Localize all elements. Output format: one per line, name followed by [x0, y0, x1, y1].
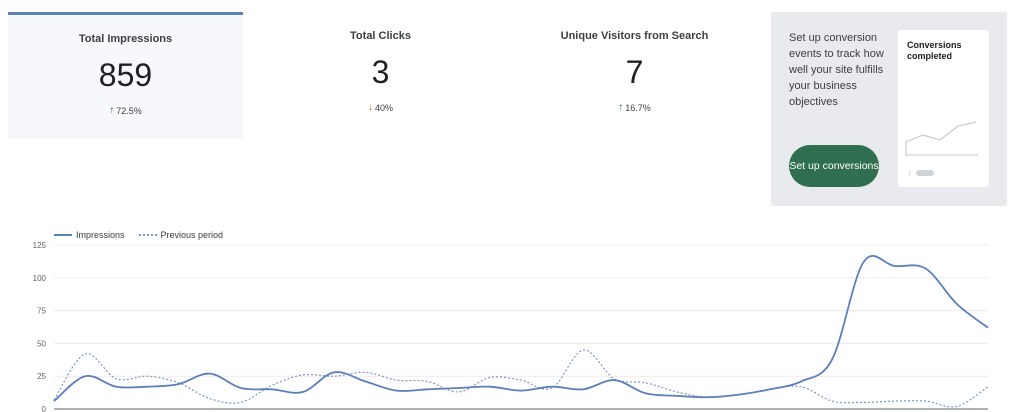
y-tick-label: 125 — [33, 241, 47, 250]
preview-sparkline — [905, 121, 978, 156]
conversions-promo: Set up conversion events to track how we… — [771, 12, 1007, 206]
series-line-impressions — [53, 255, 989, 402]
metric-value: 7 — [625, 54, 644, 90]
metric-card-clicks[interactable]: Total Clicks 3 ↓ 40% — [263, 12, 498, 136]
conversions-preview-card: Conversions completed ↑ — [898, 30, 989, 187]
metric-card-unique-visitors[interactable]: Unique Visitors from Search 7 ↑ 16.7% — [517, 12, 752, 136]
arrow-up-icon: ↑ — [618, 102, 624, 113]
metric-value: 859 — [98, 57, 153, 93]
y-tick-label: 50 — [37, 339, 46, 348]
legend-solid-swatch — [54, 234, 72, 236]
y-tick-label: 75 — [37, 307, 46, 316]
series-line-previous-period — [53, 349, 989, 408]
metric-change: ↑ 72.5% — [8, 105, 243, 116]
y-tick-label: 25 — [37, 372, 46, 381]
metric-change-value: 40% — [374, 102, 393, 113]
arrow-up-icon: ↑ — [109, 105, 115, 116]
y-tick-label: 100 — [33, 274, 47, 283]
metric-label: Total Impressions — [78, 33, 173, 45]
impressions-line-chart: 125 100 75 50 25 0 — [33, 241, 989, 412]
legend-dotted-swatch — [138, 234, 157, 236]
setup-conversions-button[interactable]: Set up conversions — [789, 145, 879, 187]
promo-text: Set up conversion events to track how we… — [789, 32, 884, 108]
metric-value: 3 — [371, 54, 390, 90]
chart-legend: Impressions Previous period — [54, 230, 237, 240]
metric-card-impressions[interactable]: Total Impressions 859 ↑ 72.5% — [8, 12, 243, 139]
legend-item-previous-period[interactable]: Previous period — [138, 230, 224, 240]
metric-change: ↓ 40% — [263, 102, 498, 113]
metric-label: Unique Visitors from Search — [560, 30, 709, 42]
metric-change-value: 16.7% — [625, 102, 651, 113]
metric-label: Total Clicks — [350, 30, 411, 42]
y-axis-ticks: 125 100 75 50 25 0 — [33, 241, 47, 412]
metric-change-value: 72.5% — [116, 105, 142, 116]
preview-card-title: Conversions completed — [907, 40, 962, 61]
metric-change: ↑ 16.7% — [517, 102, 752, 113]
placeholder-pill — [915, 170, 934, 176]
arrow-down-icon: ↓ — [367, 102, 373, 113]
preview-card-footer: ↑ — [907, 168, 934, 178]
legend-label: Impressions — [76, 230, 125, 240]
y-tick-label: 0 — [42, 405, 47, 412]
arrow-up-icon: ↑ — [907, 168, 912, 178]
chart-grid — [54, 244, 988, 410]
legend-label: Previous period — [160, 230, 224, 240]
legend-item-impressions[interactable]: Impressions — [54, 230, 125, 240]
